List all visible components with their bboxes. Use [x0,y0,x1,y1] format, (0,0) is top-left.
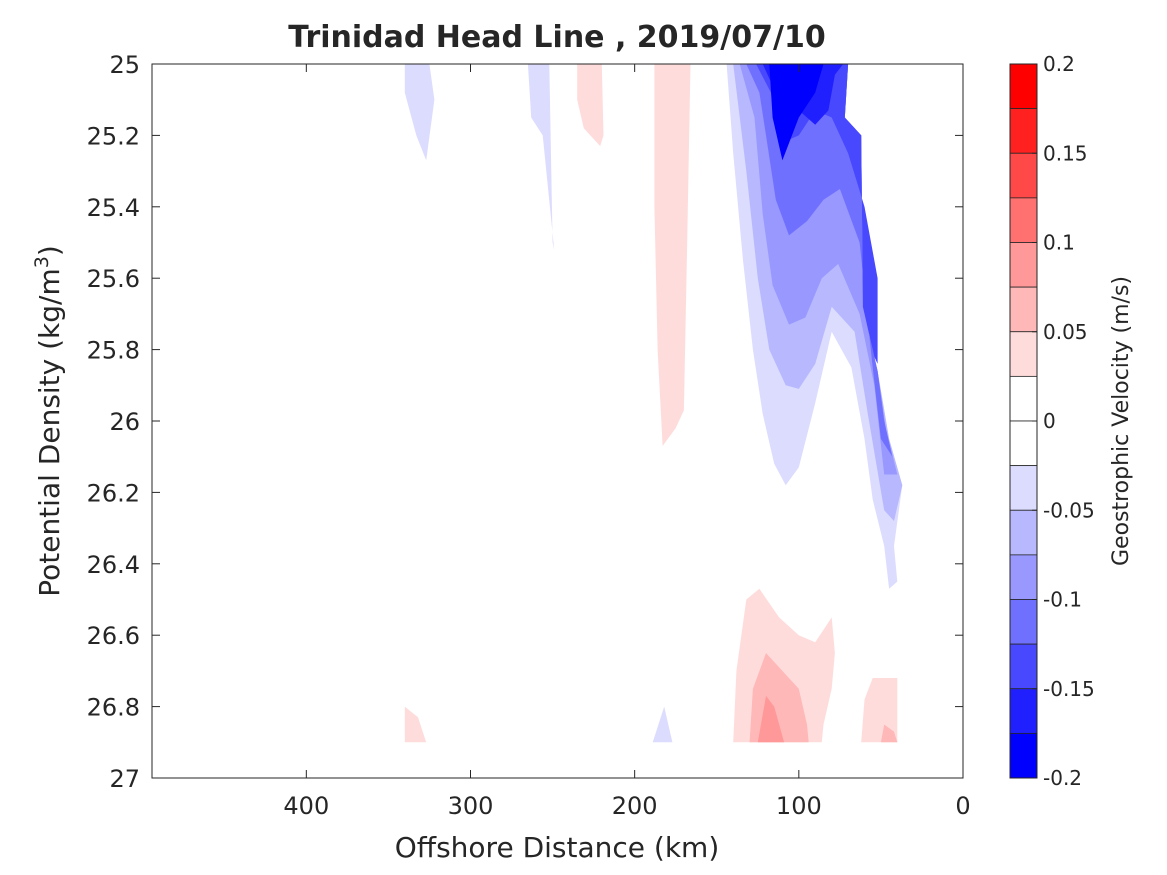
colorbar-swatch [1009,375,1038,422]
colorbar-tick-label: 0.2 [1043,52,1075,76]
colorbar-tick-label: -0.15 [1043,677,1095,701]
contour-region-15 [880,724,898,743]
x-tick-label: 400 [283,792,329,820]
contour-region-2 [577,64,604,147]
y-tick-label: 26.2 [87,479,140,507]
contour-region-13 [757,695,785,743]
colorbar-swatch [1009,63,1038,110]
y-tick-label: 26.8 [87,694,140,722]
colorbar-swatch [1009,331,1038,377]
colorbar-swatch [1009,509,1038,556]
colorbar-swatch [1009,643,1038,690]
colorbar-tick-label: -0.1 [1043,588,1082,612]
y-tick-label: 25.6 [87,265,140,293]
y-tick-label: 27 [109,765,140,793]
y-tick-label: 25.2 [87,122,140,150]
colorbar-tick-label: -0.05 [1043,498,1095,522]
x-tick-label: 200 [612,792,658,820]
contour-region-17 [652,706,673,743]
y-axis-label: Potential Density (kg/m3) [31,245,66,597]
colorbar-swatch [1009,732,1038,779]
colorbar-swatch [1009,286,1038,333]
colorbar-swatch [1009,242,1038,288]
colorbar-swatch [1009,420,1038,467]
contour-region-1 [527,64,555,250]
colorbar-tick-label: 0 [1043,409,1056,433]
colorbar-tick-label: 0.05 [1043,320,1088,344]
plot-area [151,63,964,779]
colorbar-swatch [1009,599,1038,645]
colorbar-swatches [1009,63,1038,779]
contour-fills [404,64,903,743]
chart-title: Trinidad Head Line , 2019/07/10 [288,20,825,55]
colorbar-ticks: 0.2 0.15 0.1 0.05 0 -0.05 -0.1 -0.15 -0.2 [1032,52,1095,790]
x-axis-label: Offshore Distance (km) [395,831,720,864]
y-tick-label: 25 [109,51,140,79]
y-tick-label: 25.8 [87,337,140,365]
colorbar: 0.2 0.15 0.1 0.05 0 -0.05 -0.1 -0.15 -0.2 [1009,52,1095,790]
x-tick-label: 100 [776,792,822,820]
colorbar-swatch [1009,108,1038,154]
colorbar-swatch [1009,197,1038,243]
contour-region-10 [769,64,824,161]
y-tick-label: 26 [109,408,140,436]
contour-region-0 [404,64,435,161]
y-tick-label: 26.6 [87,622,140,650]
colorbar-swatch [1009,554,1038,600]
x-tick-label: 300 [448,792,494,820]
colorbar-tick-label: 0.15 [1043,141,1088,165]
colorbar-tick-label: 0.1 [1043,231,1075,255]
contour-region-3 [654,64,691,446]
contour-region-16 [404,706,427,743]
y-tick-label: 26.4 [87,551,140,579]
contour-region-14 [861,678,898,743]
colorbar-label: Geostrophic Velocity (m/s) [1109,276,1134,566]
colorbar-swatch [1009,152,1038,199]
x-axis: 400 300 200 100 0 [283,64,971,820]
colorbar-tick-label: -0.2 [1043,766,1082,790]
y-axis: 25 25.2 25.4 25.6 25.8 26 26.2 26.4 26.6 26.8 27 [87,51,963,793]
x-tick-label: 0 [955,792,970,820]
y-tick-label: 25.4 [87,194,140,222]
colorbar-swatch [1009,465,1038,511]
colorbar-swatch [1009,688,1038,734]
